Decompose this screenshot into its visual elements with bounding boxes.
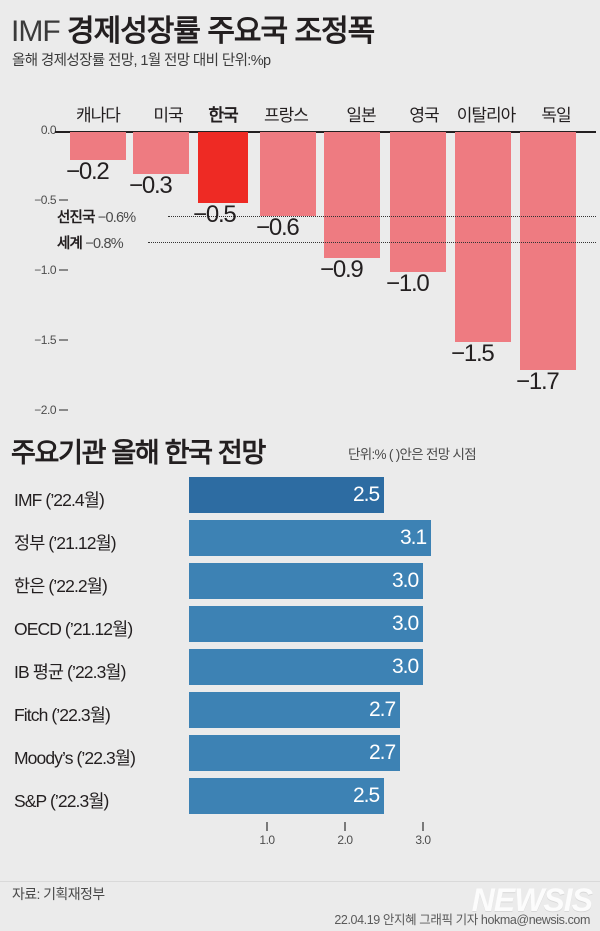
x-axis-tick-label-1: 1.0 [259, 833, 275, 847]
y-axis-tick-label-0: 0.0 [40, 123, 57, 137]
y-axis-tick-2: −1.0 [10, 263, 68, 277]
x-axis-tick-label-3: 3.0 [415, 833, 431, 847]
bar-korea [198, 132, 248, 203]
bar-japan [324, 132, 380, 258]
row-label-bok: 한은 (’22.2월) [14, 576, 108, 596]
chart2-unit-note: 단위:% ( )안은 전망 시점 [348, 447, 477, 462]
row-label-imf: IMF (’22.4월) [14, 490, 105, 510]
row-label-fitch: Fitch (’22.3월) [14, 705, 111, 725]
hbar-value-moodys: 2.7 [369, 741, 396, 764]
chart2-title: 주요기관 올해 한국 전망 [11, 438, 266, 468]
row-label-government: 정부 (’21.12월) [14, 533, 117, 553]
reference-name-advanced: 선진국 [57, 210, 95, 226]
bar-italy [455, 132, 511, 342]
category-label-france: 프랑스 [264, 106, 309, 125]
y-axis-tick-label-3: −1.5 [34, 333, 56, 347]
bar-value-uk: −1.0 [386, 270, 430, 297]
row-label-moodys: Moody’s (’22.3월) [14, 748, 136, 768]
y-axis-tick-1: −0.5 [10, 193, 68, 207]
bar-value-italy: −1.5 [451, 340, 495, 367]
bar-value-japan: −0.9 [320, 256, 364, 283]
reference-label-advanced: 선진국 −0.6% [57, 206, 136, 227]
category-label-italy: 이탈리아 [456, 106, 517, 125]
bar-value-usa: −0.3 [129, 172, 173, 199]
bar-value-germany: −1.7 [516, 368, 560, 395]
category-label-japan: 일본 [346, 106, 376, 125]
hbar-moodys [189, 735, 400, 771]
category-label-uk: 영국 [409, 106, 439, 125]
hbar-fitch [189, 692, 400, 728]
hbar-value-government: 3.1 [400, 526, 427, 549]
page-title-light: IMF [11, 15, 61, 48]
row-label-ib-average: IB 평균 (’22.3월) [14, 662, 126, 682]
page-subtitle: 올해 경제성장률 전망, 1월 전망 대비 단위:%p [12, 53, 271, 69]
category-label-germany: 독일 [541, 106, 571, 125]
hbar-ib-average [189, 649, 423, 685]
y-axis-tick-label-1: −0.5 [34, 193, 56, 207]
x-axis-tick-mark-1 [266, 822, 268, 831]
category-label-canada: 캐나다 [76, 106, 121, 125]
x-axis-tick-label-2: 2.0 [337, 833, 353, 847]
x-axis-tick-mark-2 [344, 822, 346, 831]
hbar-oecd [189, 606, 423, 642]
hbar-value-oecd: 3.0 [392, 612, 419, 635]
bar-canada [70, 132, 126, 160]
hbar-value-imf: 2.5 [353, 483, 380, 506]
hbar-bok [189, 563, 423, 599]
hbar-imf [189, 477, 384, 513]
hbar-value-sp: 2.5 [353, 784, 380, 807]
bar-value-france: −0.6 [256, 214, 300, 241]
x-axis-tick-mark-3 [422, 822, 424, 831]
y-axis-tick-4: −2.0 [10, 403, 68, 417]
y-axis-tick-label-4: −2.0 [34, 403, 56, 417]
hbar-value-ib-average: 3.0 [392, 655, 419, 678]
hbar-value-bok: 3.0 [392, 569, 419, 592]
page-title-bold: 경제성장률 주요국 조정폭 [67, 15, 375, 48]
bar-value-korea: −0.5 [193, 201, 237, 228]
hbar-value-fitch: 2.7 [369, 698, 396, 721]
chart-adjustment-by-country: 0.0 −0.5 −1.0 −1.5 −2.0 캐나다 미국 한국 프랑스 일본… [0, 0, 600, 420]
chart-korea-forecast-by-institution: 주요기관 올해 한국 전망 단위:% ( )안은 전망 시점 IMF (’22.… [0, 425, 600, 875]
row-label-oecd: OECD (’21.12월) [14, 619, 133, 639]
category-label-usa: 미국 [153, 106, 183, 125]
reference-label-world: 세계 −0.8% [57, 232, 124, 253]
category-label-korea: 한국 [208, 106, 238, 125]
bar-france [260, 132, 316, 216]
reference-value-advanced: −0.6% [97, 210, 136, 226]
bar-uk [390, 132, 446, 272]
reference-line-advanced [168, 216, 596, 217]
hbar-sp [189, 778, 384, 814]
bar-usa [133, 132, 189, 174]
bar-value-canada: −0.2 [66, 158, 110, 185]
reference-name-world: 세계 [57, 236, 83, 252]
row-label-sp: S&P (’22.3월) [14, 791, 109, 811]
credit-line: 22.04.19 안지혜 그래픽 기자 hokma@newsis.com [334, 913, 590, 927]
y-axis-tick-0: 0.0 [10, 123, 57, 137]
y-axis-tick-3: −1.5 [10, 333, 68, 347]
reference-value-world: −0.8% [85, 236, 123, 252]
newsis-watermark: NEWSIS [471, 882, 593, 918]
source-note: 자료: 기획재정부 [12, 886, 105, 902]
y-axis-tick-label-2: −1.0 [34, 263, 56, 277]
page-title: IMF 경제성장률 주요국 조정폭 [11, 6, 375, 50]
hbar-government [189, 520, 431, 556]
reference-line-world [148, 242, 596, 243]
bar-germany [520, 132, 576, 370]
footer-divider [0, 881, 600, 882]
